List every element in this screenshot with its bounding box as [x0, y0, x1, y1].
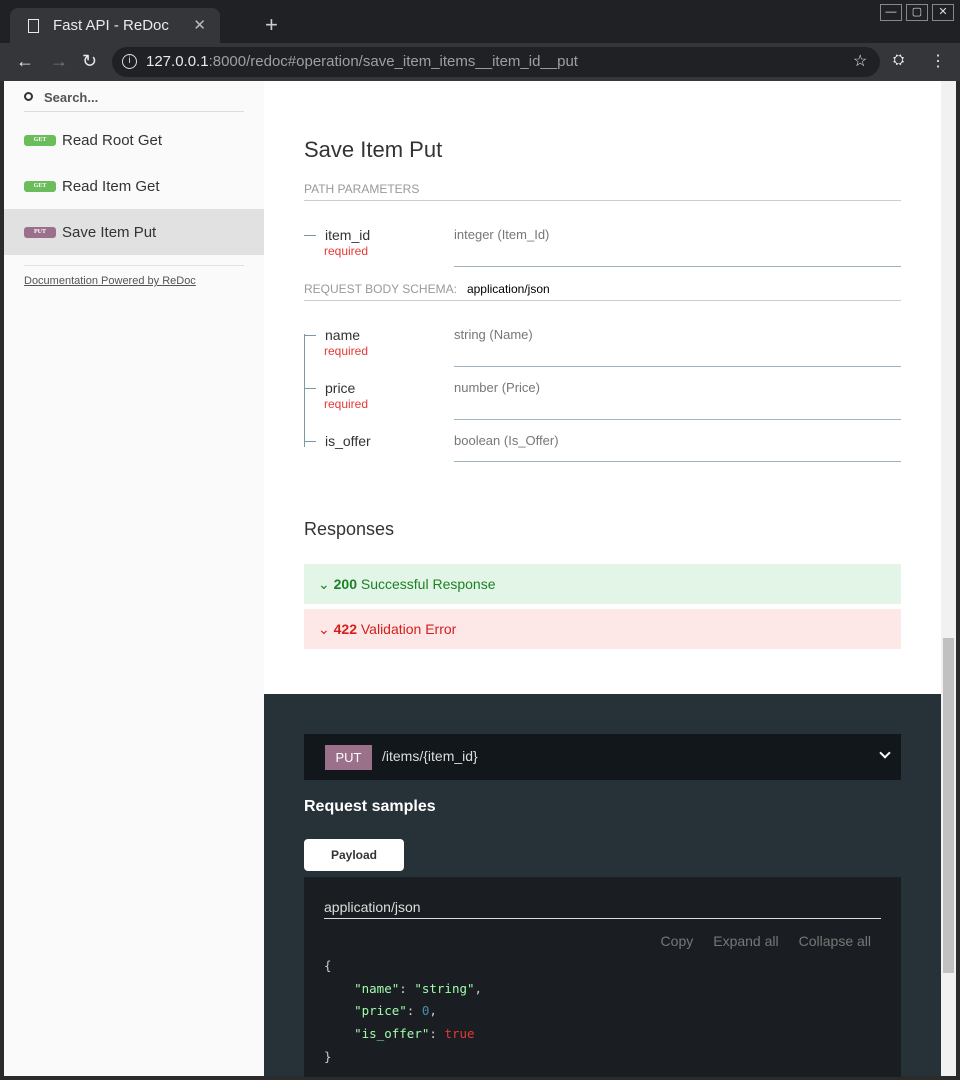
- search-icon: [24, 92, 33, 101]
- copy-button[interactable]: Copy: [660, 933, 694, 949]
- content-type-select[interactable]: application/json: [324, 899, 881, 919]
- scrollbar-thumb[interactable]: [943, 638, 954, 973]
- scrollbar[interactable]: [941, 81, 956, 1076]
- browser-tab[interactable]: Fast API - ReDoc ✕: [10, 8, 220, 43]
- sidebar: Search... GET Read Root Get GET Read Item …: [4, 81, 264, 1076]
- sidebar-item-save-item[interactable]: PUT Save Item Put: [4, 209, 264, 255]
- maximize-button[interactable]: ▢: [906, 4, 928, 21]
- back-icon[interactable]: ←: [16, 51, 34, 71]
- tab-bar: Fast API - ReDoc ✕ + — ▢ ✕: [0, 0, 960, 43]
- close-tab-icon[interactable]: ✕: [193, 17, 206, 34]
- response-422[interactable]: ⌄ 422 Validation Error: [304, 609, 901, 649]
- forward-icon[interactable]: →: [50, 51, 68, 71]
- bookmark-star-icon[interactable]: ☆: [853, 53, 868, 70]
- sidebar-item-read-root[interactable]: GET Read Root Get: [4, 117, 264, 163]
- code-sample: application/json Copy Expand all Collapse …: [304, 877, 901, 1077]
- sidebar-item-label: Read Item Get: [62, 177, 160, 195]
- document-icon: [28, 18, 39, 33]
- response-200[interactable]: ⌄ 200 Successful Response: [304, 564, 901, 604]
- incognito-icon[interactable]: ⛭: [893, 51, 905, 67]
- close-window-button[interactable]: ✕: [932, 4, 954, 21]
- info-icon[interactable]: i: [122, 54, 137, 69]
- json-sample: { "name": "string", "price": 0, "is_offe…: [324, 958, 483, 1064]
- powered-by-link[interactable]: Documentation Powered by ReDoc: [24, 265, 244, 287]
- path-params-header: PATH PARAMETERS: [304, 182, 901, 201]
- tab-payload[interactable]: Payload: [304, 839, 404, 871]
- responses-title: Responses: [304, 519, 395, 539]
- method-badge: GET: [24, 180, 56, 192]
- tab-title: Fast API - ReDoc: [53, 17, 169, 34]
- body-schema-header: REQUEST BODY SCHEMA: application/json: [304, 282, 901, 301]
- expand-all-button[interactable]: Expand all: [713, 933, 779, 949]
- search-input[interactable]: Search...: [24, 87, 244, 112]
- endpoint-selector[interactable]: PUT/items/{item_id}: [304, 734, 901, 780]
- page-title: Save Item Put: [304, 137, 443, 162]
- method-badge: PUT: [24, 226, 56, 238]
- sidebar-item-read-item[interactable]: GET Read Item Get: [4, 163, 264, 209]
- minimize-button[interactable]: —: [880, 4, 902, 21]
- method-badge: PUT: [325, 745, 372, 770]
- collapse-all-button[interactable]: Collapse all: [798, 933, 871, 949]
- chevron-down-icon[interactable]: [879, 747, 891, 759]
- browser-toolbar: ← → ↻ i 127.0.0.1:8000/redoc#operation/sa…: [0, 43, 960, 81]
- reload-icon[interactable]: ↻: [82, 51, 98, 71]
- new-tab-button[interactable]: +: [265, 12, 278, 37]
- operation-panel: Save Item Put PATH PARAMETERS item_id req…: [264, 81, 941, 694]
- menu-icon[interactable]: ⋮: [930, 53, 946, 70]
- address-bar[interactable]: i 127.0.0.1:8000/redoc#operation/save_ite…: [112, 47, 880, 77]
- method-badge: GET: [24, 134, 56, 146]
- sidebar-item-label: Save Item Put: [62, 223, 157, 241]
- sidebar-item-label: Read Root Get: [62, 131, 163, 149]
- samples-panel: PUT/items/{item_id} Request samples Payl…: [264, 694, 941, 1077]
- request-samples-title: Request samples: [304, 798, 436, 815]
